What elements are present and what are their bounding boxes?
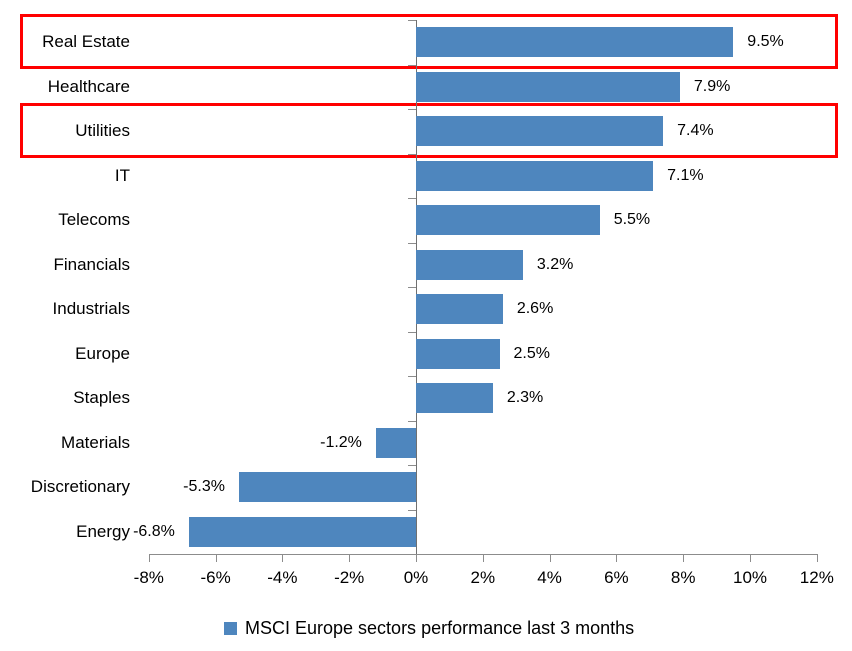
x-axis-tick [282, 554, 283, 562]
x-axis-tick-label: 4% [537, 568, 562, 587]
x-axis-tick [750, 554, 751, 562]
bar [238, 472, 416, 503]
x-axis-tick [616, 554, 617, 562]
category-label: Materials [61, 432, 130, 452]
value-label: 7.4% [677, 122, 714, 139]
category-tick [408, 421, 416, 422]
x-axis-tick [817, 554, 818, 562]
category-label: Staples [73, 388, 130, 407]
value-label: 3.2% [536, 255, 574, 273]
x-axis-tick-label: 8% [670, 568, 696, 587]
x-axis-tick-label: 2% [470, 568, 496, 587]
category-label: Industrials [52, 299, 130, 318]
value-label: -5.3% [183, 478, 225, 495]
x-axis-tick-label: 6% [604, 568, 629, 587]
category-tick [408, 465, 416, 466]
x-axis-tick [683, 554, 684, 562]
value-label: 7.9% [693, 77, 731, 95]
value-label: 7.1% [667, 166, 704, 184]
category-tick [408, 332, 416, 333]
bar [416, 249, 523, 280]
bar [416, 71, 680, 102]
zero-axis-line [416, 20, 417, 561]
x-axis-tick-label: -2% [334, 568, 365, 587]
category-label: Energy [76, 521, 130, 541]
category-tick [408, 198, 416, 199]
value-label: 2.6% [516, 300, 554, 317]
bar [416, 205, 600, 236]
legend-label: MSCI Europe sectors performance last 3 m… [245, 618, 635, 638]
category-label: Real Estate [42, 32, 130, 51]
x-axis-tick [216, 554, 217, 562]
x-axis-tick [416, 554, 417, 562]
x-axis-tick [483, 554, 484, 562]
x-axis-line [148, 554, 817, 555]
category-label: Europe [75, 343, 130, 363]
bar [416, 160, 654, 191]
value-label: -1.2% [320, 433, 362, 451]
category-tick [408, 376, 416, 377]
value-label: -6.8% [133, 522, 175, 540]
x-axis-tick [149, 554, 150, 562]
category-label: Healthcare [47, 76, 130, 96]
x-axis-tick-label: 10% [732, 568, 768, 587]
category-label: Utilities [75, 121, 130, 140]
category-tick [408, 154, 416, 155]
x-axis-tick-label: -4% [267, 568, 298, 587]
category-label: Discretionary [30, 477, 130, 496]
value-label: 5.5% [613, 211, 651, 228]
x-axis-tick-label: 12% [799, 568, 834, 587]
bar [416, 383, 493, 414]
highlight-box [20, 14, 838, 69]
bar [416, 294, 503, 325]
category-tick [408, 243, 416, 244]
bar [416, 338, 500, 369]
category-label: Financials [53, 254, 130, 274]
highlight-box [20, 103, 838, 158]
x-axis-tick-label: 0% [403, 568, 429, 587]
category-tick [408, 109, 416, 110]
bar [416, 27, 734, 58]
legend-swatch-icon [224, 622, 237, 635]
category-tick [408, 287, 416, 288]
x-axis-tick [349, 554, 350, 562]
category-tick [408, 20, 416, 21]
category-label: IT [114, 165, 130, 185]
x-axis-tick-label: -8% [133, 568, 164, 587]
value-label: 2.3% [506, 389, 544, 406]
category-tick [408, 510, 416, 511]
category-tick [408, 65, 416, 66]
bar [416, 116, 664, 147]
bar [375, 427, 416, 458]
category-label: Telecoms [58, 210, 130, 229]
x-axis-tick-label: -6% [200, 568, 231, 587]
x-axis-tick [550, 554, 551, 562]
value-label: 2.5% [513, 344, 550, 362]
bar [188, 516, 416, 547]
value-label: 9.5% [747, 33, 784, 50]
legend: MSCI Europe sectors performance last 3 m… [224, 618, 634, 639]
